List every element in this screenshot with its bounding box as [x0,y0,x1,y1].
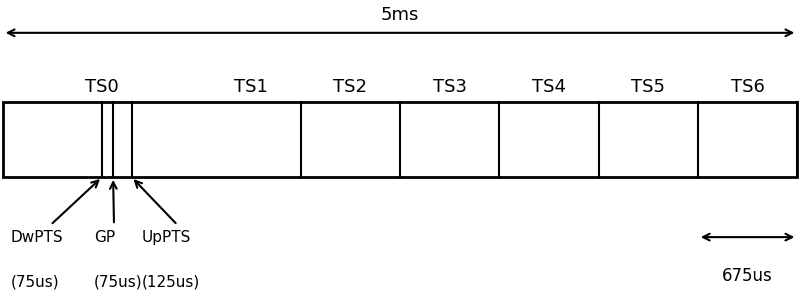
Text: GP: GP [94,230,115,244]
Text: TS2: TS2 [334,78,367,96]
Text: (75us): (75us) [10,275,59,290]
Bar [2,102,798,177]
Text: TS3: TS3 [433,78,466,96]
Text: TS4: TS4 [532,78,566,96]
Text: TS5: TS5 [631,78,666,96]
Text: (75us): (75us) [94,275,142,290]
Text: TS1: TS1 [234,78,268,96]
Text: DwPTS: DwPTS [10,230,63,244]
Text: 675us: 675us [722,267,773,285]
Text: 5ms: 5ms [381,6,419,24]
Text: TS0: TS0 [86,78,119,96]
Text: (125us): (125us) [142,275,200,290]
Text: TS6: TS6 [730,78,765,96]
Text: UpPTS: UpPTS [142,230,191,244]
